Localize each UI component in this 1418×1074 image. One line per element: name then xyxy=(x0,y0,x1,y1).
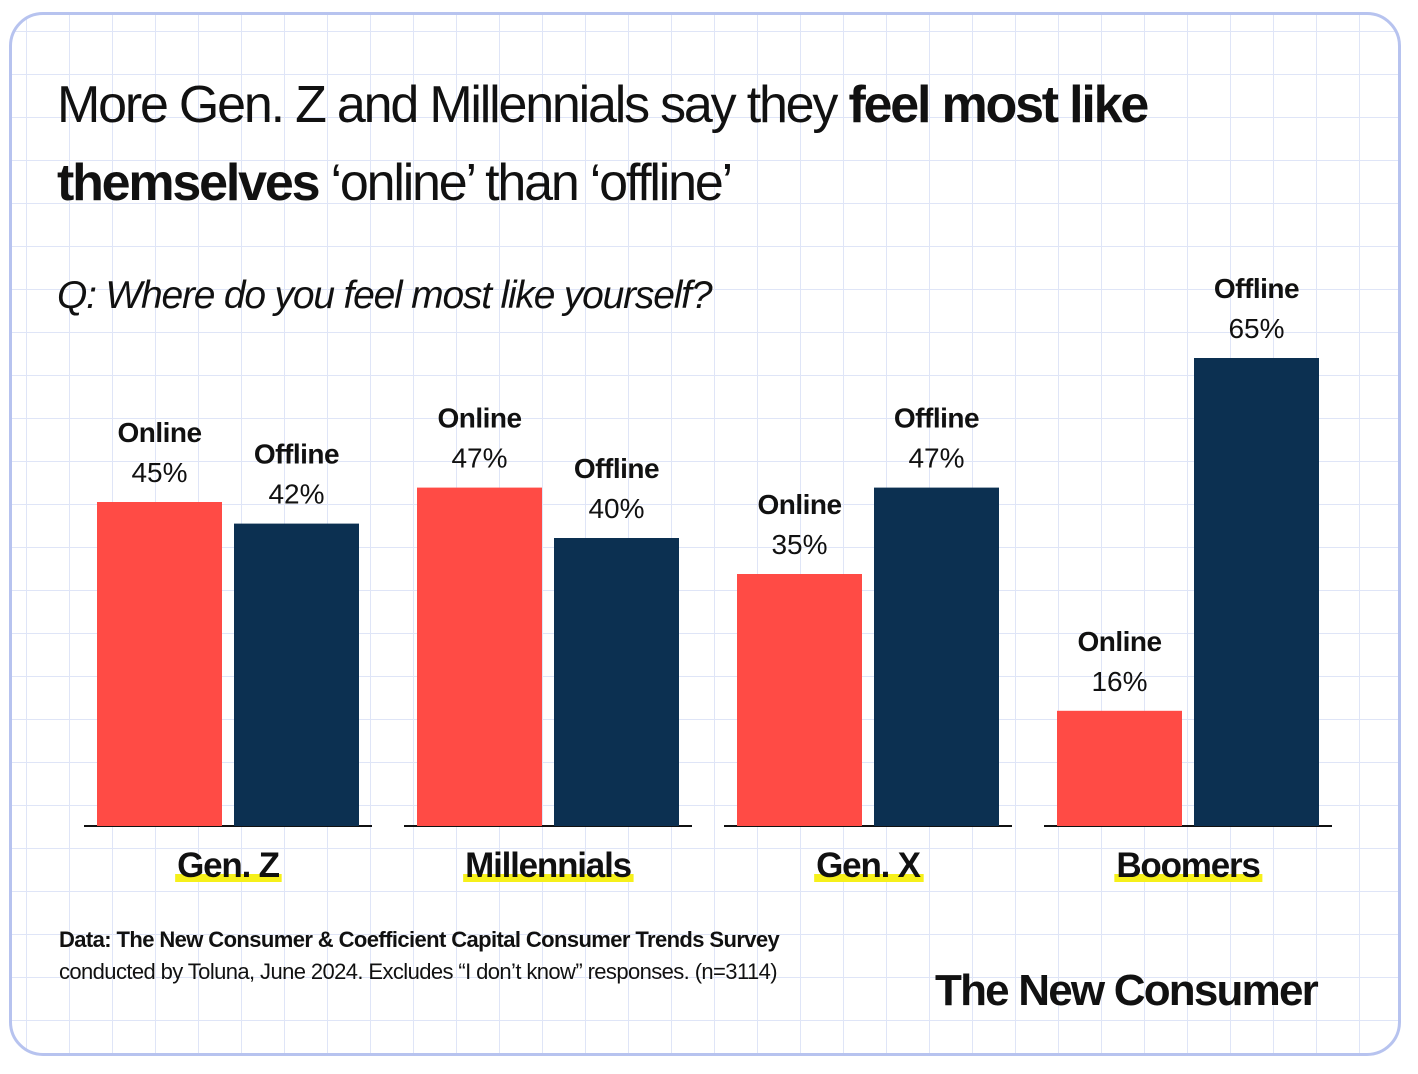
value-label-online-gen-z: 45% xyxy=(131,457,187,488)
bar-offline-boomers xyxy=(1194,358,1319,826)
chart-title: More Gen. Z and Millennials say they fee… xyxy=(57,66,1287,222)
value-label-online-millennials: 47% xyxy=(451,443,507,474)
data-source-note: Data: The New Consumer & Coefficient Cap… xyxy=(59,924,819,988)
category-highlight-gen-z xyxy=(175,874,282,882)
category-label-millennials: Millennials xyxy=(465,846,631,885)
category-label-gen-z: Gen. Z xyxy=(177,846,280,885)
bar-offline-gen-x xyxy=(874,487,999,826)
title-emphasis: feel most like themselves xyxy=(57,76,1149,212)
series-label-online-millennials: Online xyxy=(437,403,521,434)
series-label-offline-gen-x: Offline xyxy=(894,403,979,434)
value-label-online-boomers: 16% xyxy=(1091,666,1147,697)
title-part-2: ‘online’ than ‘offline’ xyxy=(318,154,734,212)
category-highlight-millennials xyxy=(463,874,634,882)
category-highlight-gen-x xyxy=(814,874,924,882)
series-label-online-boomers: Online xyxy=(1077,626,1161,657)
series-label-offline-boomers: Offline xyxy=(1214,273,1299,304)
value-label-offline-gen-z: 42% xyxy=(268,479,324,510)
bar-online-boomers xyxy=(1057,710,1182,826)
data-source-rest: conducted by Toluna, June 2024. Excludes… xyxy=(59,959,778,984)
value-label-offline-millennials: 40% xyxy=(588,493,644,524)
bar-online-millennials xyxy=(417,487,542,826)
category-label-gen-x: Gen. X xyxy=(816,846,922,885)
series-label-online-gen-z: Online xyxy=(117,417,201,448)
brand-logo-text: The New Consumer xyxy=(935,966,1319,1015)
category-label-boomers: Boomers xyxy=(1116,846,1260,885)
series-label-offline-millennials: Offline xyxy=(574,453,659,484)
value-label-offline-boomers: 65% xyxy=(1228,313,1284,344)
data-source-bold: Data: The New Consumer & Coefficient Cap… xyxy=(59,927,780,952)
bar-online-gen-z xyxy=(97,502,222,826)
bar-offline-gen-z xyxy=(234,523,359,826)
bar-online-gen-x xyxy=(737,574,862,826)
survey-question: Q: Where do you feel most like yourself? xyxy=(57,274,713,317)
value-label-offline-gen-x: 47% xyxy=(908,443,964,474)
title-part-1: More Gen. Z and Millennials say they xyxy=(57,76,849,134)
category-highlight-boomers xyxy=(1114,874,1263,882)
series-label-offline-gen-z: Offline xyxy=(254,439,339,470)
value-label-online-gen-x: 35% xyxy=(771,529,827,560)
series-label-online-gen-x: Online xyxy=(757,489,841,520)
bar-offline-millennials xyxy=(554,538,679,826)
